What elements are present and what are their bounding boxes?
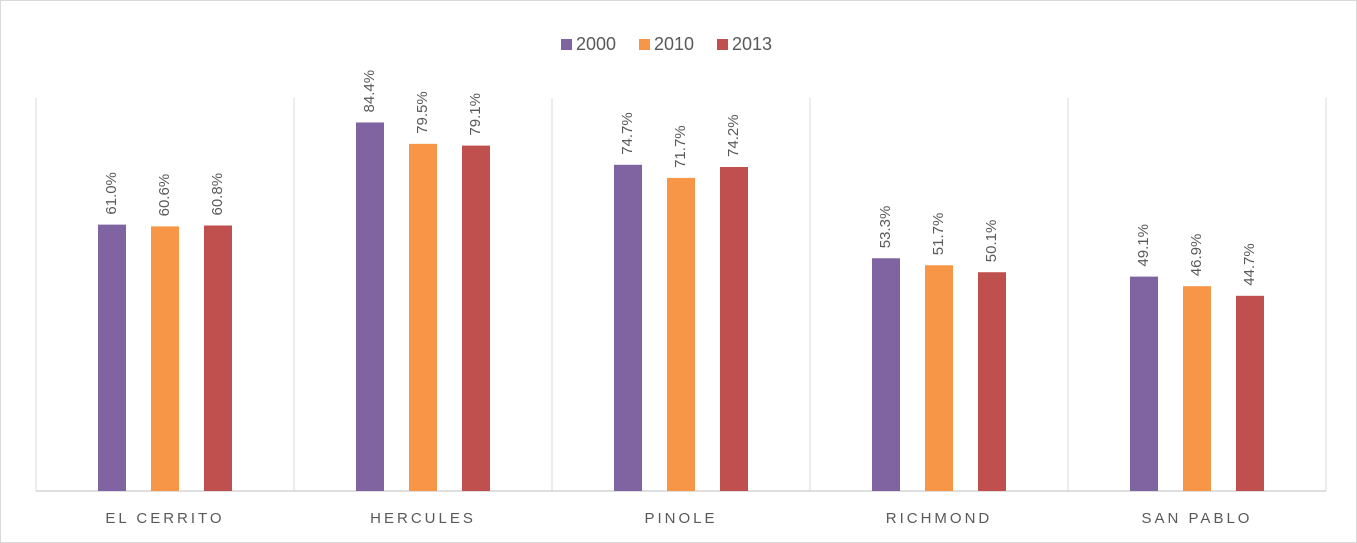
legend-label: 2010 bbox=[654, 34, 694, 54]
x-tick-label: HERCULES bbox=[370, 510, 476, 527]
bar bbox=[978, 272, 1006, 491]
value-label: 44.7% bbox=[1241, 243, 1258, 286]
value-label: 60.6% bbox=[156, 174, 173, 217]
value-label: 61.0% bbox=[103, 172, 120, 215]
legend-label: 2013 bbox=[732, 34, 772, 54]
bar bbox=[356, 122, 384, 491]
value-label: 84.4% bbox=[361, 70, 378, 113]
bar bbox=[925, 265, 953, 491]
value-label: 49.1% bbox=[1135, 224, 1152, 267]
bar bbox=[872, 258, 900, 491]
value-label: 51.7% bbox=[930, 213, 947, 256]
legend-swatch bbox=[717, 39, 728, 50]
value-label: 50.1% bbox=[983, 220, 1000, 263]
legend-swatch bbox=[639, 39, 650, 50]
bar bbox=[462, 145, 490, 491]
value-label: 79.1% bbox=[467, 93, 484, 136]
value-label: 74.2% bbox=[725, 114, 742, 157]
bar bbox=[614, 164, 642, 491]
bar bbox=[1183, 286, 1211, 491]
x-tick-label: PINOLE bbox=[644, 510, 717, 527]
bar bbox=[204, 225, 232, 492]
bar bbox=[720, 166, 748, 491]
bar bbox=[1236, 295, 1264, 491]
value-label: 60.8% bbox=[209, 173, 226, 216]
value-label: 71.7% bbox=[672, 125, 689, 168]
bar bbox=[98, 224, 126, 491]
bar bbox=[409, 143, 437, 491]
value-label: 46.9% bbox=[1188, 234, 1205, 277]
legend-label: 2000 bbox=[576, 34, 616, 54]
bar bbox=[667, 177, 695, 491]
bar bbox=[1130, 276, 1158, 491]
x-tick-label: EL CERRITO bbox=[105, 510, 224, 527]
bar bbox=[151, 226, 179, 491]
legend-swatch bbox=[561, 39, 572, 50]
value-label: 79.5% bbox=[414, 91, 431, 134]
value-label: 53.3% bbox=[877, 206, 894, 249]
x-tick-label: SAN PABLO bbox=[1142, 510, 1253, 527]
x-tick-label: RICHMOND bbox=[886, 510, 993, 527]
value-label: 74.7% bbox=[619, 112, 636, 155]
